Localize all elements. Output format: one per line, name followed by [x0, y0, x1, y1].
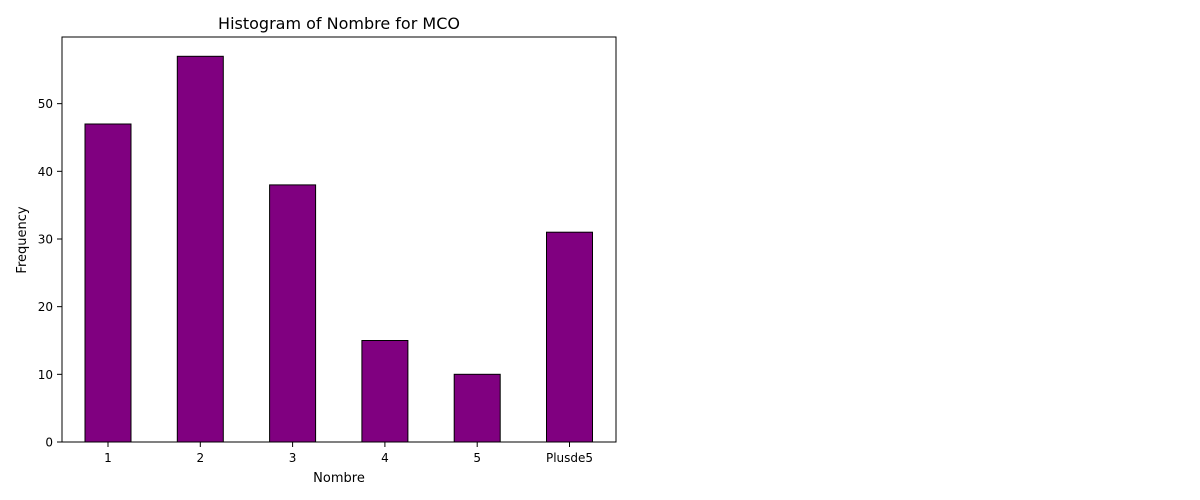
y-tick-label: 30 [38, 232, 53, 246]
bar-4 [361, 340, 409, 443]
bar-1 [84, 123, 132, 443]
x-tick-label: 4 [381, 451, 389, 465]
x-axis-ticks: 1 2 3 4 5 Plusde5 [104, 442, 593, 465]
chart-title: Histogram of Nombre for MCO [218, 14, 460, 33]
x-tick-label: 1 [104, 451, 112, 465]
x-tick-label: 5 [473, 451, 481, 465]
y-tick-label: 40 [38, 165, 53, 179]
y-axis-label: Frequency [15, 206, 30, 273]
bars-layer [84, 55, 593, 443]
bar-5 [453, 373, 501, 443]
y-tick-label: 20 [38, 300, 53, 314]
bar-Plusde5 [546, 231, 593, 443]
bar-2 [176, 55, 224, 443]
x-tick-label: 2 [196, 451, 204, 465]
x-tick-label: Plusde5 [546, 451, 593, 465]
bar-3 [269, 184, 317, 443]
y-axis-ticks: 0 10 20 30 40 50 [38, 97, 62, 450]
plot-frame [61, 36, 617, 443]
plot-area [62, 37, 616, 442]
y-tick-label: 10 [38, 368, 53, 382]
x-tick-label: 3 [289, 451, 297, 465]
x-axis-label: Nombre [313, 471, 365, 486]
y-tick-label: 50 [38, 97, 53, 111]
y-tick-label: 0 [45, 436, 53, 450]
